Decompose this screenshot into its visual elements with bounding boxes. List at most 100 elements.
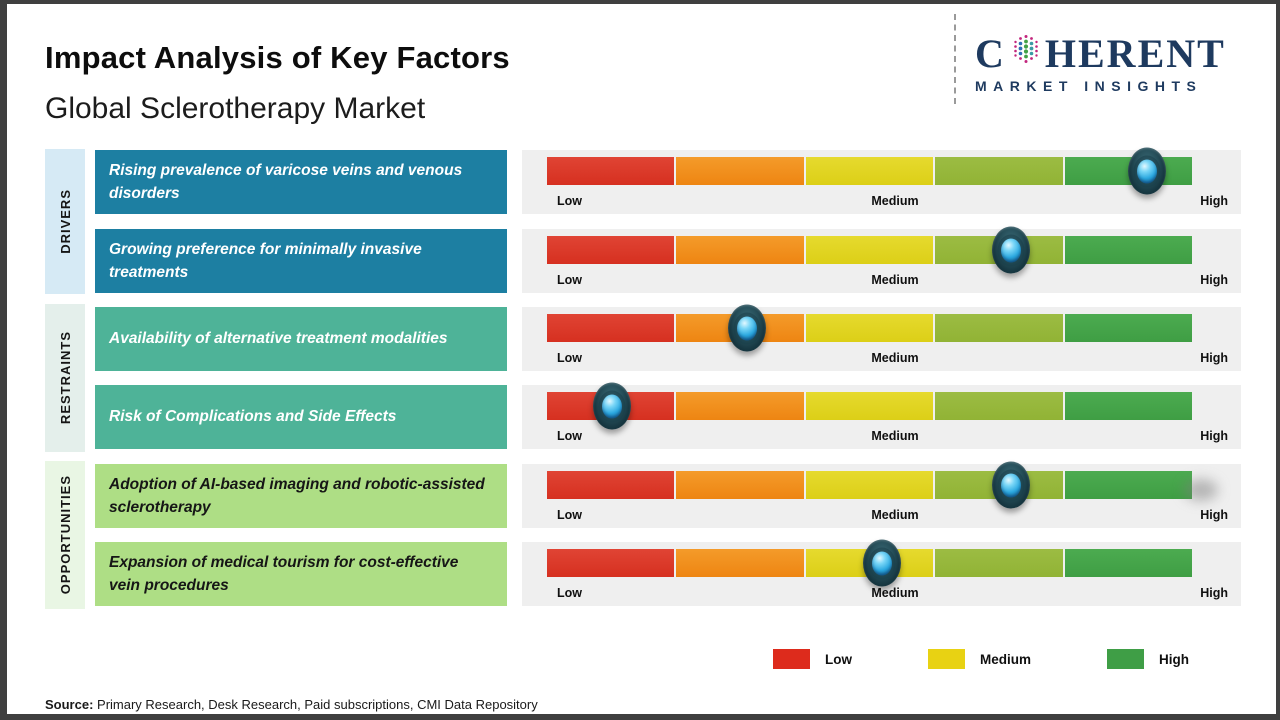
impact-marker-core [1136, 159, 1157, 183]
legend: Low Medium High [773, 649, 1189, 669]
segment-high [1064, 471, 1193, 499]
factor-text: Availability of alternative treatment mo… [109, 330, 448, 348]
impact-scale-panel: Low Medium High [522, 539, 1241, 606]
segment-medium [805, 471, 934, 499]
factor-row: Risk of Complications and Side Effects L… [95, 382, 1241, 449]
impact-marker-core [601, 394, 622, 418]
legend-label-low: Low [825, 651, 852, 667]
scale-label-high: High [1200, 429, 1228, 443]
scale-label-medium: Medium [871, 273, 919, 287]
source-note: Source: Primary Research, Desk Research,… [45, 697, 538, 712]
scale-label-high: High [1200, 194, 1228, 208]
scale-label-medium: Medium [871, 508, 919, 522]
factor-row: Growing preference for minimally invasiv… [95, 226, 1241, 293]
group-strip-restraints: RESTRAINTS [45, 304, 85, 452]
factor-row: Expansion of medical tourism for cost-ef… [95, 539, 1241, 606]
segment-medium-high [935, 549, 1063, 577]
source-text: Primary Research, Desk Research, Paid su… [93, 697, 538, 712]
segment-high [1064, 392, 1193, 420]
segment-low [547, 157, 675, 185]
segment-low-medium [676, 157, 804, 185]
legend-swatch-high [1107, 649, 1145, 669]
impact-marker[interactable] [992, 461, 1031, 509]
scale-label-low: Low [557, 586, 582, 600]
legend-label-medium: Medium [980, 651, 1032, 667]
impact-scale-panel: Low Medium High [522, 304, 1241, 371]
impact-scale-panel: Low Medium High [522, 382, 1241, 449]
segment-medium [805, 392, 934, 420]
legend-swatch-medium [928, 649, 965, 669]
logo-divider [954, 14, 956, 104]
legend-swatch-low [773, 649, 810, 669]
segment-low-medium [676, 549, 804, 577]
impact-marker-core [1001, 473, 1022, 497]
impact-scale-bar [547, 461, 1218, 509]
scale-label-medium: Medium [871, 351, 919, 365]
bar-shadow-smudge [1184, 479, 1218, 501]
impact-marker[interactable] [592, 382, 631, 430]
scale-label-low: Low [557, 194, 582, 208]
segment-low [547, 236, 675, 264]
scale-label-high: High [1200, 273, 1228, 287]
segment-low-medium [676, 471, 804, 499]
group-label-restraints: RESTRAINTS [57, 331, 73, 425]
segment-low [547, 549, 675, 577]
impact-marker-core [872, 551, 893, 575]
impact-marker-core [1001, 238, 1022, 262]
page-subtitle: Global Sclerotherapy Market [45, 92, 426, 125]
segment-high [1064, 549, 1193, 577]
legend-item-medium: Medium [928, 649, 1031, 669]
segment-medium [805, 314, 934, 342]
group-strip-opportunities: OPPORTUNITIES [45, 461, 85, 609]
scale-label-low: Low [557, 508, 582, 522]
factor-text: Risk of Complications and Side Effects [109, 408, 397, 426]
factor-text: Adoption of AI-based imaging and robotic… [109, 475, 485, 516]
brand-wordmark: C [975, 32, 1267, 75]
scale-label-low: Low [557, 351, 582, 365]
segment-medium-high [935, 314, 1063, 342]
scale-label-high: High [1200, 586, 1228, 600]
impact-marker[interactable] [992, 226, 1031, 274]
globe-icon [1008, 32, 1044, 75]
impact-marker[interactable] [863, 539, 902, 587]
group-label-opportunities: OPPORTUNITIES [57, 475, 73, 595]
scale-label-high: High [1200, 351, 1228, 365]
impact-scale-bar [547, 147, 1193, 195]
impact-scale-bar [547, 539, 1193, 587]
segment-low-medium [676, 236, 804, 264]
factor-text: Expansion of medical tourism for cost-ef… [109, 553, 459, 594]
legend-label-high: High [1159, 651, 1190, 667]
segment-high [1064, 236, 1193, 264]
factor-text: Growing preference for minimally invasiv… [109, 240, 422, 281]
brand-letter-c: C [975, 30, 1006, 76]
factor-text: Rising prevalence of varicose veins and … [109, 161, 463, 202]
brand-logo: C [975, 32, 1267, 94]
segment-low [547, 314, 675, 342]
page-title: Impact Analysis of Key Factors [45, 40, 510, 75]
segment-low [547, 471, 675, 499]
segment-medium-high [935, 157, 1063, 185]
factor-box-restraint-2: Risk of Complications and Side Effects [95, 385, 507, 449]
impact-scale-panel: Low Medium High [522, 461, 1241, 528]
factor-row: Adoption of AI-based imaging and robotic… [95, 461, 1241, 528]
factor-box-driver-1: Rising prevalence of varicose veins and … [95, 150, 507, 214]
factor-box-opportunity-1: Adoption of AI-based imaging and robotic… [95, 464, 507, 528]
impact-scale-bar [547, 382, 1193, 430]
scale-label-low: Low [557, 273, 582, 287]
source-label: Source: [45, 697, 94, 712]
segment-medium [805, 236, 934, 264]
impact-marker[interactable] [727, 304, 766, 352]
segment-medium-high [935, 392, 1063, 420]
scale-label-medium: Medium [871, 429, 919, 443]
impact-scale-bar [547, 304, 1193, 352]
segment-medium [805, 157, 934, 185]
segment-high [1064, 314, 1193, 342]
scale-label-low: Low [557, 429, 582, 443]
impact-marker-core [736, 316, 757, 340]
impact-scale-panel: Low Medium High [522, 226, 1241, 293]
factor-box-driver-2: Growing preference for minimally invasiv… [95, 229, 507, 293]
brand-letters-rest: HERENT [1044, 30, 1226, 76]
factor-row: Availability of alternative treatment mo… [95, 304, 1241, 371]
impact-marker[interactable] [1127, 147, 1166, 195]
scale-label-high: High [1200, 508, 1228, 522]
